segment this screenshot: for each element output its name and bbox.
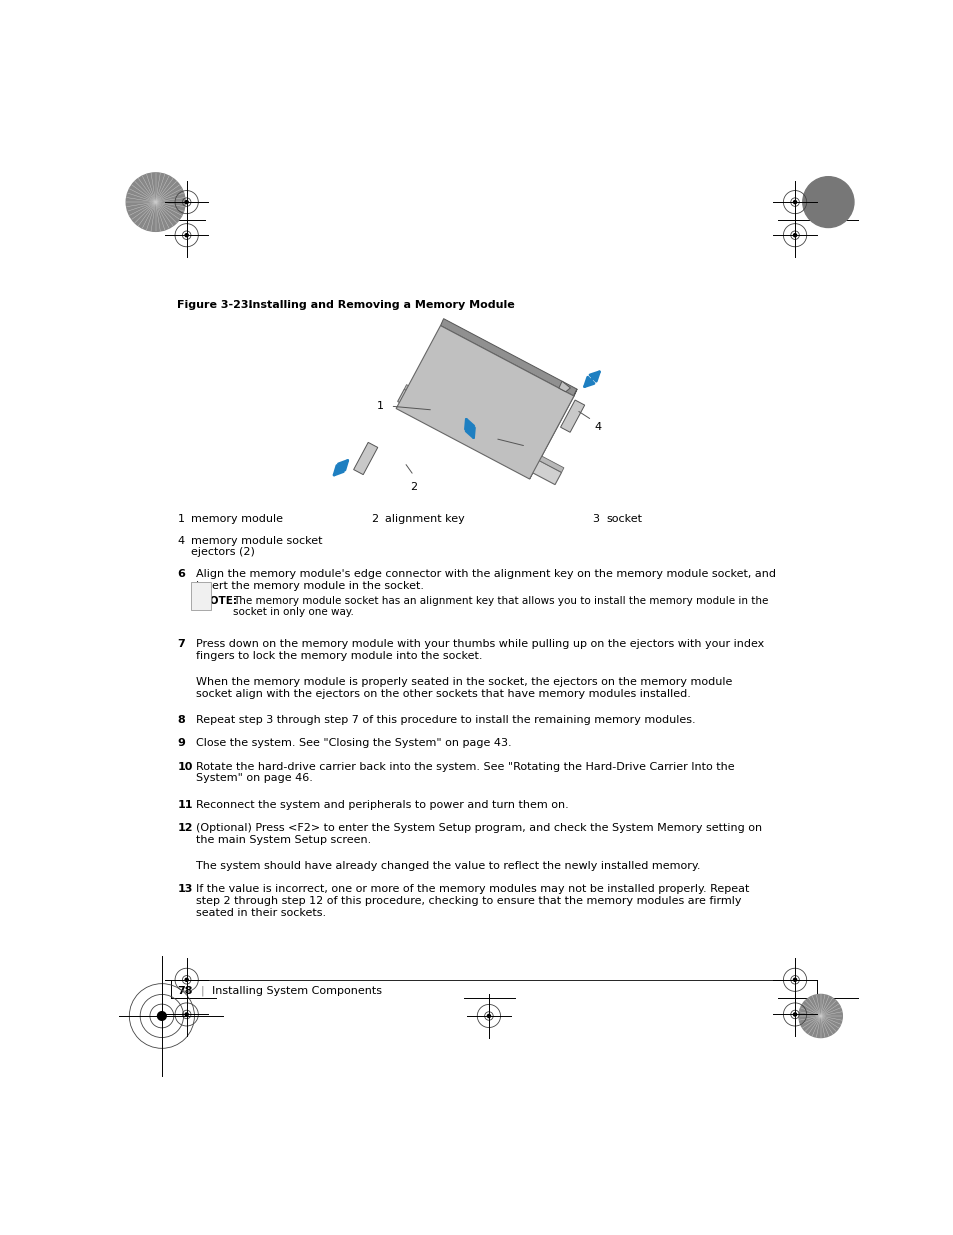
Text: memory module: memory module — [192, 514, 283, 524]
Circle shape — [802, 177, 853, 227]
Text: 9: 9 — [177, 739, 185, 748]
Text: Press down on the memory module with your thumbs while pulling up on the ejector: Press down on the memory module with you… — [195, 640, 763, 661]
Text: Figure 3-23.: Figure 3-23. — [177, 300, 253, 310]
Polygon shape — [558, 382, 570, 391]
Text: 2: 2 — [371, 514, 377, 524]
Text: 3: 3 — [528, 441, 535, 451]
Polygon shape — [440, 319, 577, 396]
Polygon shape — [397, 389, 561, 484]
Circle shape — [798, 994, 841, 1037]
Text: When the memory module is properly seated in the socket, the ejectors on the mem: When the memory module is properly seate… — [195, 677, 732, 699]
Text: |: | — [200, 986, 204, 997]
Text: Installing System Components: Installing System Components — [212, 986, 382, 995]
Text: Rotate the hard-drive carrier back into the system. See "Rotating the Hard-Drive: Rotate the hard-drive carrier back into … — [195, 762, 734, 783]
Polygon shape — [560, 400, 584, 432]
Text: 1: 1 — [376, 401, 384, 411]
Circle shape — [185, 978, 188, 982]
Text: socket: socket — [605, 514, 641, 524]
Circle shape — [185, 233, 188, 237]
Text: NOTE:: NOTE: — [201, 595, 236, 605]
Text: memory module socket
ejectors (2): memory module socket ejectors (2) — [192, 536, 322, 557]
Circle shape — [126, 173, 185, 231]
Polygon shape — [395, 326, 574, 479]
Text: The system should have already changed the value to reflect the newly installed : The system should have already changed t… — [195, 861, 700, 871]
Circle shape — [793, 1013, 796, 1016]
Text: Align the memory module's edge connector with the alignment key on the memory mo: Align the memory module's edge connector… — [195, 569, 775, 592]
Text: 3: 3 — [592, 514, 598, 524]
Text: Reconnect the system and peripherals to power and turn them on.: Reconnect the system and peripherals to … — [195, 799, 568, 810]
Text: 12: 12 — [177, 823, 193, 834]
FancyBboxPatch shape — [191, 583, 211, 610]
Text: 78: 78 — [177, 986, 193, 995]
Text: alignment key: alignment key — [385, 514, 464, 524]
Circle shape — [157, 1011, 166, 1020]
Polygon shape — [404, 384, 563, 473]
Circle shape — [793, 200, 796, 204]
Text: (Optional) Press <F2> to enter the System Setup program, and check the System Me: (Optional) Press <F2> to enter the Syste… — [195, 823, 761, 845]
Text: The memory module socket has an alignment key that allows you to install the mem: The memory module socket has an alignmen… — [233, 595, 767, 618]
Text: 10: 10 — [177, 762, 193, 772]
Circle shape — [793, 233, 796, 237]
Text: 4: 4 — [594, 421, 600, 431]
Text: 8: 8 — [177, 715, 185, 725]
Text: Repeat step 3 through step 7 of this procedure to install the remaining memory m: Repeat step 3 through step 7 of this pro… — [195, 715, 695, 725]
Text: 2: 2 — [410, 482, 416, 492]
Text: 4: 4 — [177, 536, 184, 546]
Text: 1: 1 — [177, 514, 184, 524]
Circle shape — [793, 978, 796, 982]
Text: 11: 11 — [177, 799, 193, 810]
Text: 13: 13 — [177, 884, 193, 894]
Circle shape — [185, 1013, 188, 1016]
Polygon shape — [354, 442, 377, 474]
Text: 7: 7 — [177, 640, 185, 650]
Text: Close the system. See "Closing the System" on page 43.: Close the system. See "Closing the Syste… — [195, 739, 511, 748]
Text: 6: 6 — [177, 569, 185, 579]
Polygon shape — [529, 389, 577, 479]
Circle shape — [185, 200, 188, 204]
Text: If the value is incorrect, one or more of the memory modules may not be installe: If the value is incorrect, one or more o… — [195, 884, 748, 918]
Circle shape — [487, 1014, 490, 1018]
Text: Installing and Removing a Memory Module: Installing and Removing a Memory Module — [233, 300, 515, 310]
